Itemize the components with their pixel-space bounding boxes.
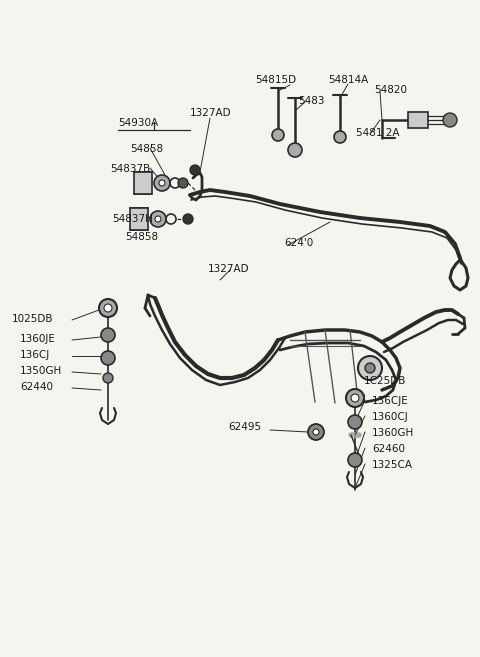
FancyBboxPatch shape (408, 112, 428, 128)
Circle shape (288, 143, 302, 157)
FancyBboxPatch shape (134, 172, 152, 194)
Circle shape (190, 165, 200, 175)
Text: 1360JE: 1360JE (20, 334, 56, 344)
Circle shape (365, 363, 375, 373)
Circle shape (103, 373, 113, 383)
Circle shape (348, 415, 362, 429)
Text: 54858: 54858 (125, 232, 158, 242)
FancyBboxPatch shape (130, 208, 148, 230)
Text: 62460: 62460 (372, 444, 405, 454)
Circle shape (443, 113, 457, 127)
Text: 136CJE: 136CJE (372, 396, 409, 406)
Text: 54837B: 54837B (110, 164, 150, 174)
Text: 1327AD: 1327AD (190, 108, 232, 118)
Text: 1360CJ: 1360CJ (372, 412, 409, 422)
Text: 54815D: 54815D (255, 75, 296, 85)
Text: 54858: 54858 (130, 144, 163, 154)
Circle shape (178, 178, 188, 188)
Text: 54930A: 54930A (118, 118, 158, 128)
Text: 1C25DB: 1C25DB (364, 376, 407, 386)
Text: 54837H: 54837H (112, 214, 153, 224)
Text: 62440: 62440 (20, 382, 53, 392)
Circle shape (358, 356, 382, 380)
Circle shape (308, 424, 324, 440)
Text: 1360GH: 1360GH (372, 428, 414, 438)
Text: 54820: 54820 (374, 85, 407, 95)
Text: 1327AD: 1327AD (208, 264, 250, 274)
Circle shape (104, 304, 112, 312)
Circle shape (101, 328, 115, 342)
Circle shape (155, 216, 161, 222)
Text: 624'0: 624'0 (284, 238, 313, 248)
Circle shape (159, 180, 165, 186)
Circle shape (154, 175, 170, 191)
Text: 1325CA: 1325CA (372, 460, 413, 470)
Text: 136CJ: 136CJ (20, 350, 50, 360)
Circle shape (346, 389, 364, 407)
Text: 5483: 5483 (298, 96, 324, 106)
Text: 54814A: 54814A (328, 75, 368, 85)
Circle shape (99, 299, 117, 317)
Circle shape (101, 351, 115, 365)
Circle shape (348, 453, 362, 467)
Circle shape (272, 129, 284, 141)
Text: 5481 2A: 5481 2A (356, 128, 399, 138)
Circle shape (313, 429, 319, 435)
Circle shape (150, 211, 166, 227)
Circle shape (334, 131, 346, 143)
Text: 1350GH: 1350GH (20, 366, 62, 376)
Text: 62495: 62495 (228, 422, 261, 432)
Circle shape (351, 394, 359, 402)
Circle shape (183, 214, 193, 224)
Text: 1025DB: 1025DB (12, 314, 53, 324)
